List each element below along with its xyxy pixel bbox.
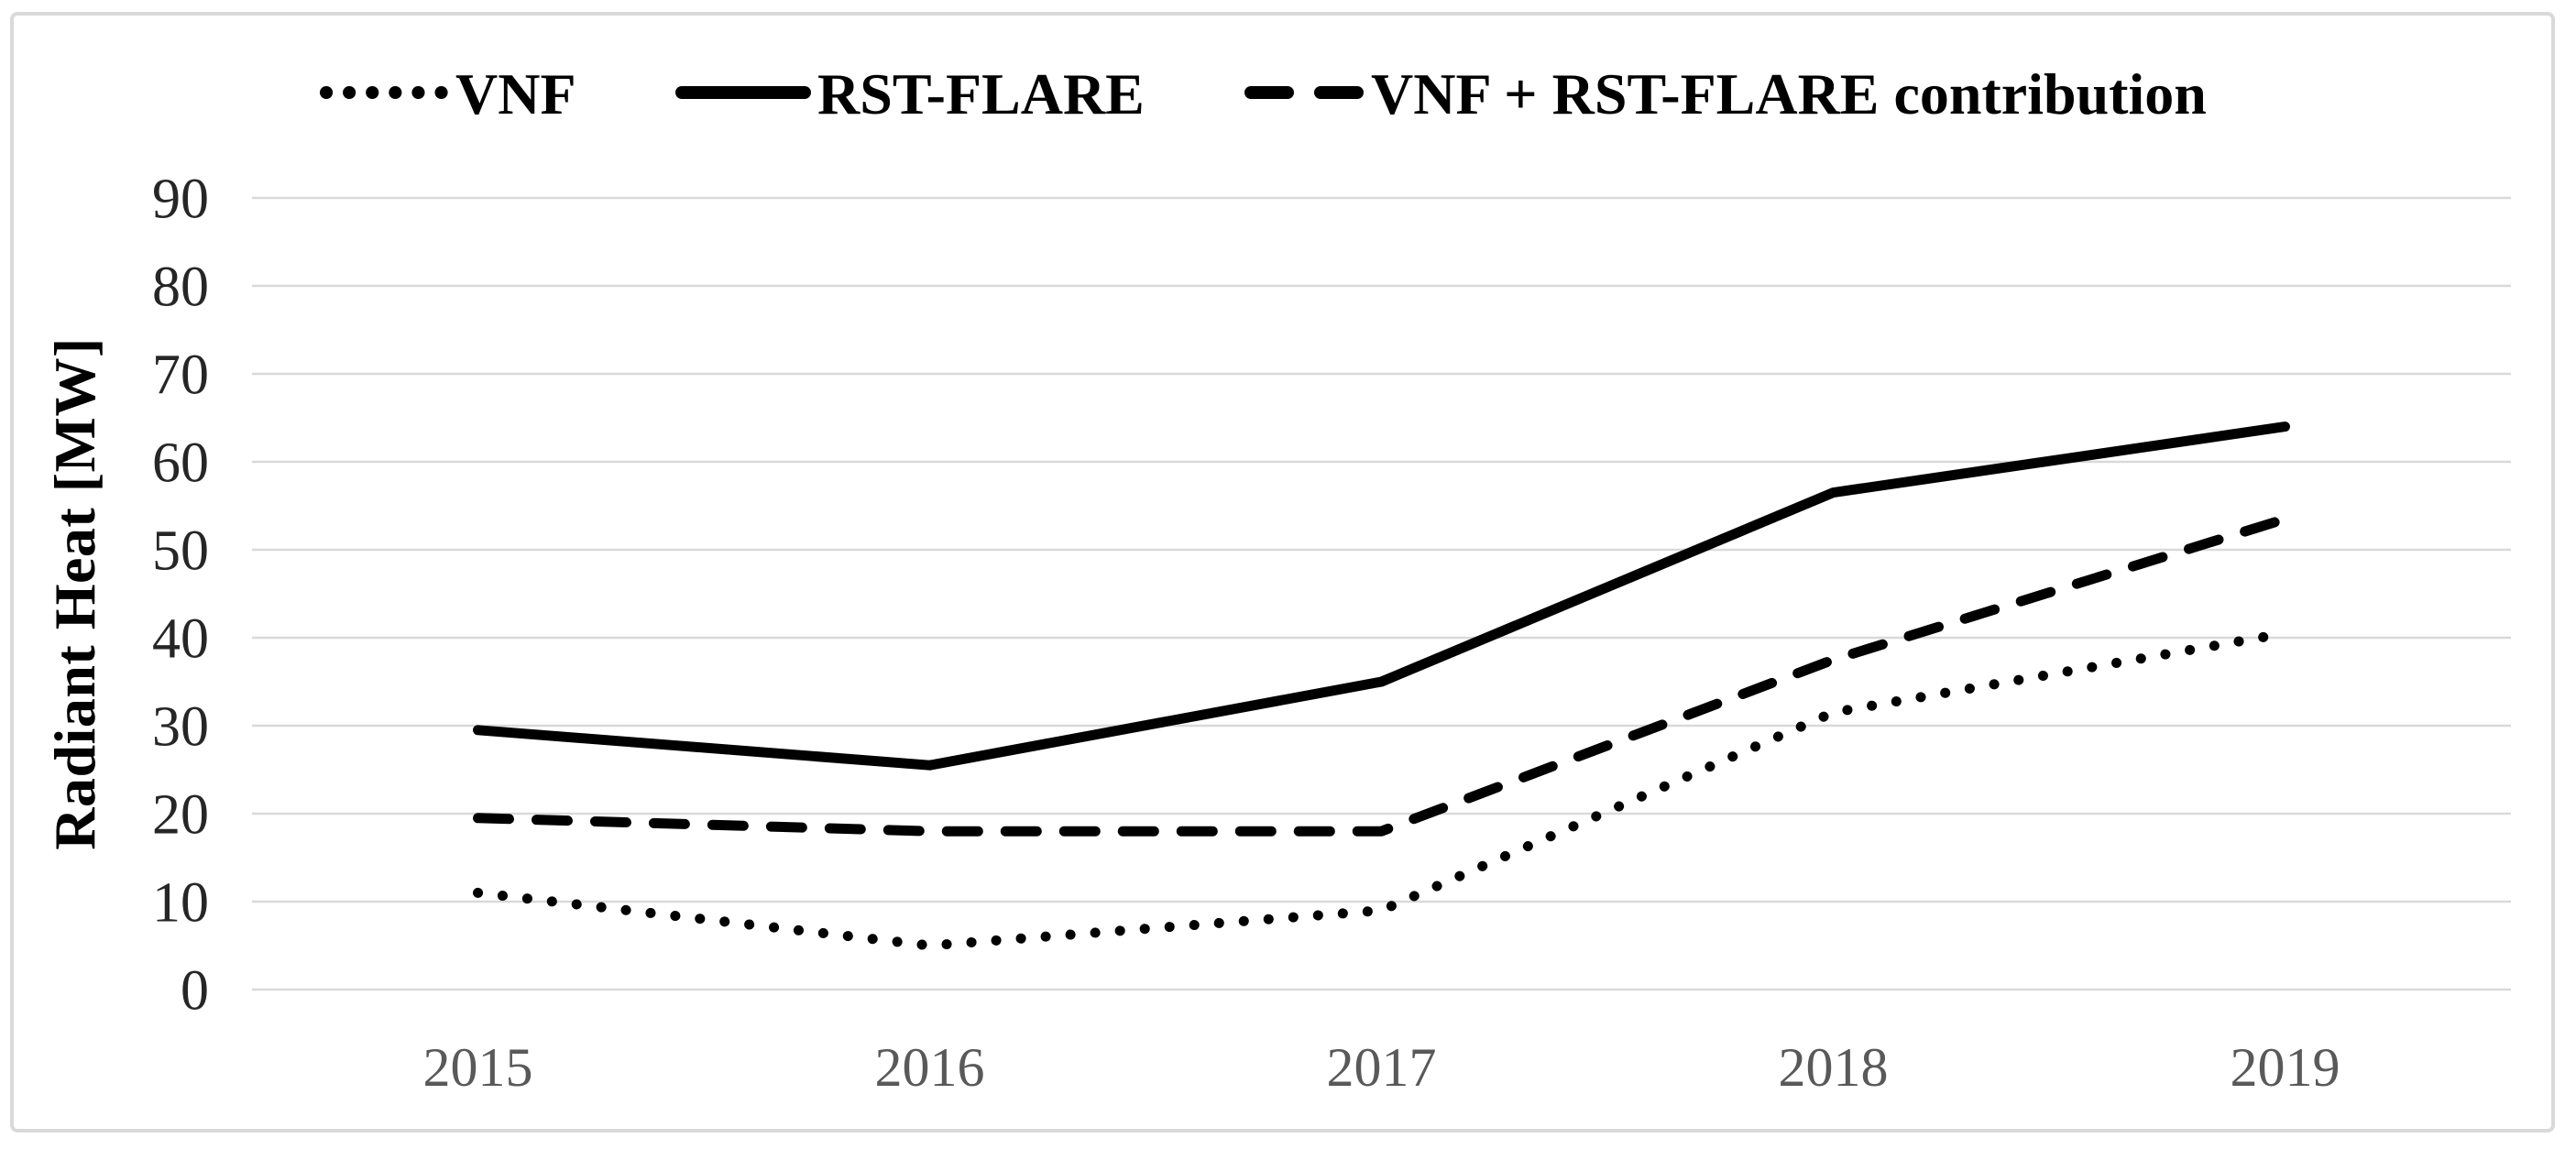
legend-item-solid: RST-FLARE [675,61,1145,126]
legend-item-dotted: VNF [320,61,576,126]
y-tick-label-10: 10 [152,872,209,935]
y-tick-label-70: 70 [152,345,209,407]
x-tick-label-2018: 2018 [1779,1037,1889,1098]
series-line-dashed [473,513,2290,837]
x-tick-label-2016: 2016 [875,1037,985,1098]
y-tick-label-20: 20 [152,784,209,847]
y-tick-label-50: 50 [152,520,209,583]
series-line-solid [473,421,2290,771]
x-axis-tick-labels: 2015 2016 2017 2018 2019 [423,1037,2340,1098]
gridlines [252,196,2511,991]
y-tick-label-90: 90 [152,169,209,231]
y-tick-label-30: 30 [152,696,209,759]
legend-item-dashed: VNF + RST-FLARE contribution [1244,61,2207,126]
y-tick-label-0: 0 [181,960,209,1023]
legend-label: VNF + RST-FLARE contribution [1371,61,2207,126]
y-axis-tick-labels: 0 10 20 30 40 50 60 70 80 90 [152,169,209,1023]
x-tick-label-2019: 2019 [2231,1037,2340,1098]
y-tick-label-40: 40 [152,608,209,671]
y-tick-label-80: 80 [152,257,209,319]
x-tick-label-2017: 2017 [1327,1037,1437,1098]
legend: VNF RST-FLARE VNF + RST-FLARE contribution [320,61,2207,126]
x-tick-label-2015: 2015 [423,1037,533,1098]
legend-label: RST-FLARE [817,61,1145,126]
y-tick-label-60: 60 [152,432,209,495]
legend-label: VNF [455,61,576,126]
